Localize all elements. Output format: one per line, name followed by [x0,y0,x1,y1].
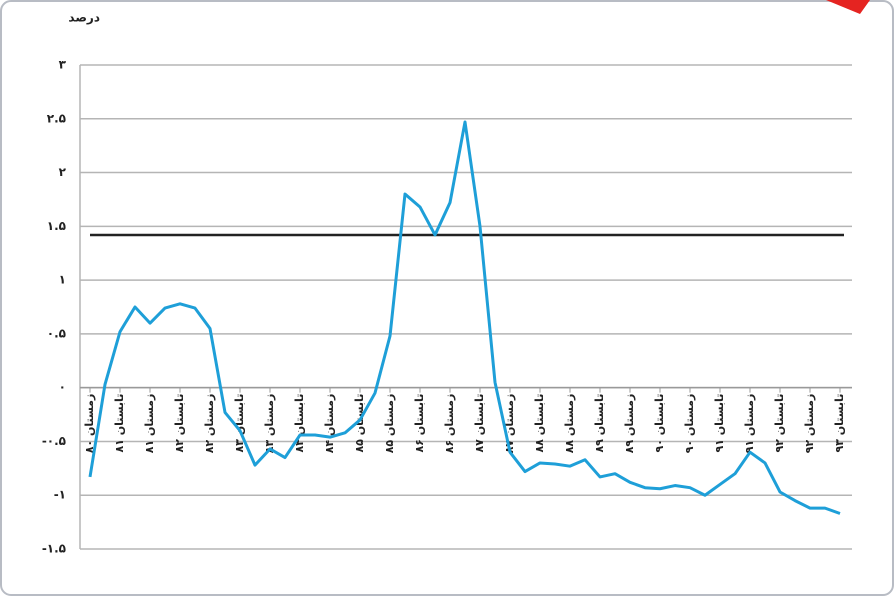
x-tick-label: تابستان ۸۶ [413,394,426,453]
x-tick-label: تابستان ۸۷ [473,394,486,453]
x-tick-label: تابستان ۹۳ [833,394,846,453]
x-tick-label: تابستان ۸۵ [353,394,366,453]
x-tick-label: زمستان ۸۱ [143,394,156,454]
x-tick-label: زمستان ۹۲ [803,394,816,454]
chart-title: درصد [68,11,100,25]
x-tick-label: تابستان ۸۲ [173,394,186,453]
x-tick-label: تابستان ۸۹ [593,394,606,453]
y-tick-label: ۲.۵ [47,111,66,125]
x-tick-label: تابستان ۹۱ [713,394,726,453]
x-tick-label: تابستان ۸۸ [533,394,546,453]
x-tick-label: زمستان ۸۶ [443,394,456,454]
x-tick-label: زمستان ۸۰ [83,394,96,454]
y-tick-label: ۳ [59,58,67,72]
x-tick-label: زمستان ۸۵ [383,394,396,454]
x-tick-label: تابستان ۹۲ [773,394,786,453]
x-tick-label: تابستان ۸۴ [293,394,306,453]
data-line [88,120,841,515]
x-tick-label: زمستان ۸۹ [623,394,636,454]
y-tick-label: ۰.۵ [47,326,66,340]
y-tick-label: -۰.۵ [42,434,66,448]
x-tick-label: زمستان ۸۴ [323,394,336,454]
y-tick-label: -۱.۵ [42,542,66,556]
x-tick-label: زمستان ۸۸ [563,394,576,454]
corner-decoration [826,0,870,14]
x-tick-label: زمستان ۹۱ [743,394,756,454]
x-tick-label: تابستان ۹۰ [653,394,666,453]
y-tick-label: ۱.۵ [47,219,66,233]
y-tick-label: -۱ [54,488,66,502]
x-tick-label: زمستان ۸۲ [203,394,216,454]
x-tick-label: تابستان ۸۱ [113,394,126,453]
x-tick-label: زمستان ۸۳ [263,394,276,454]
x-tick-label: زمستان ۹۰ [683,394,696,454]
y-tick-label: ۲ [59,165,67,179]
y-tick-label: ۰ [59,380,66,394]
y-tick-label: ۱ [59,273,66,287]
